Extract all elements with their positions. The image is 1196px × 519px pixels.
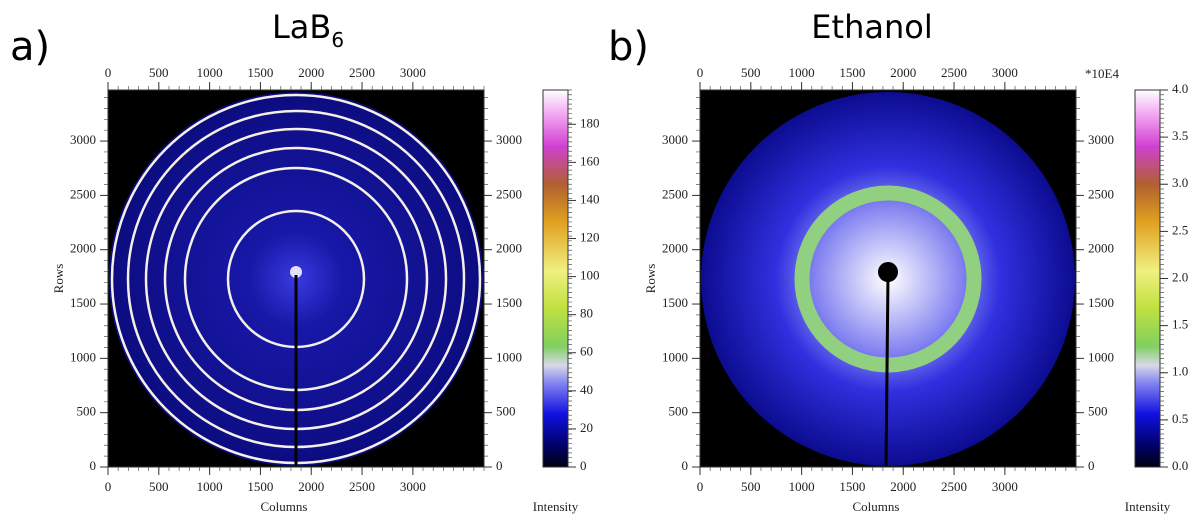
x-tick-label: 0 (697, 479, 704, 494)
y-tick-label-right: 0 (1088, 458, 1095, 473)
plot-frame (107, 89, 485, 468)
x-tick-label-top: 1000 (197, 65, 223, 80)
x-tick-label: 2000 (298, 479, 324, 494)
colorbar-label: Intensity (533, 499, 579, 514)
y-tick-label-right: 2500 (496, 186, 522, 201)
y-tick-label: 500 (77, 404, 97, 419)
x-tick-label: 1500 (839, 479, 865, 494)
x-tick-label-top: 1000 (789, 65, 815, 80)
image-a (108, 90, 484, 467)
x-tick-label: 3000 (992, 479, 1018, 494)
x-tick-label-top: 500 (149, 65, 169, 80)
colorbar-tick-label: 180 (580, 115, 600, 130)
y-tick-label: 2000 (70, 241, 96, 256)
y-tick-label: 2000 (662, 241, 688, 256)
y-tick-label: 0 (682, 458, 689, 473)
colorbar-tick-label: 40 (580, 382, 593, 397)
colorbar-tick-label: 0.0 (1172, 458, 1188, 473)
x-tick-label: 3000 (400, 479, 426, 494)
y-tick-label-right: 1500 (496, 295, 522, 310)
colorbar-tick-label: 1.0 (1172, 364, 1188, 379)
x-tick-label: 1000 (197, 479, 223, 494)
x-tick-label-top: 2500 (941, 65, 967, 80)
colorbar-tick-label: 3.5 (1172, 128, 1188, 143)
title-subscript: 6 (331, 28, 344, 52)
x-tick-label-top: 2500 (349, 65, 375, 80)
y-tick-label-right: 0 (496, 458, 503, 473)
y-tick-label-right: 1500 (1088, 295, 1114, 310)
colorbar-tick-label: 4.0 (1172, 81, 1188, 96)
x-tick-label-top: 3000 (992, 65, 1018, 80)
x-axis-label: Columns (853, 499, 900, 514)
colorbar-tick-label: 120 (580, 229, 600, 244)
title-text: Ethanol (811, 8, 932, 46)
x-tick-label: 2000 (890, 479, 916, 494)
panel-title: LaB6 (272, 8, 344, 52)
x-tick-label: 500 (149, 479, 169, 494)
x-tick-label-top: 2000 (890, 65, 916, 80)
x-tick-label-top: 1500 (839, 65, 865, 80)
y-tick-label: 1500 (662, 295, 688, 310)
y-tick-label-right: 1000 (496, 349, 522, 364)
colorbar-tick-label: 2.5 (1172, 222, 1188, 237)
panel-label: b) (608, 24, 649, 70)
y-tick-label-right: 2000 (1088, 241, 1114, 256)
x-tick-label-top: 3000 (400, 65, 426, 80)
y-tick-label-right: 3000 (496, 132, 522, 147)
y-tick-label-right: 2000 (496, 241, 522, 256)
y-tick-label: 1000 (662, 349, 688, 364)
colorbar-tick-label: 100 (580, 268, 600, 283)
colorbar-tick-label: 20 (580, 420, 593, 435)
x-tick-label: 500 (741, 479, 761, 494)
x-tick-label-top: 500 (741, 65, 761, 80)
x-tick-label-top: 0 (105, 65, 112, 80)
x-tick-label: 1500 (247, 479, 273, 494)
x-tick-label-top: 2000 (298, 65, 324, 80)
colorbar-multiplier: *10E4 (1085, 66, 1119, 81)
y-tick-label: 2500 (70, 186, 96, 201)
colorbar-tick-label: 3.0 (1172, 175, 1188, 190)
y-tick-label: 3000 (662, 132, 688, 147)
y-tick-label-right: 1000 (1088, 349, 1114, 364)
x-axis-label: Columns (261, 499, 308, 514)
panel-title: Ethanol (811, 8, 932, 46)
y-tick-label: 0 (90, 458, 97, 473)
y-tick-label-right: 500 (496, 404, 516, 419)
colorbar-tick-label: 1.5 (1172, 317, 1188, 332)
colorbar-tick-label: 60 (580, 344, 593, 359)
colorbar-tick-label: 160 (580, 153, 600, 168)
colorbar-label: Intensity (1125, 499, 1171, 514)
x-tick-label-top: 0 (697, 65, 704, 80)
title-text: LaB (272, 8, 331, 46)
colorbar (1134, 89, 1161, 468)
y-tick-label: 2500 (662, 186, 688, 201)
y-tick-label: 3000 (70, 132, 96, 147)
image-b (700, 90, 1076, 468)
y-tick-label-right: 2500 (1088, 186, 1114, 201)
colorbar-tick-label: 80 (580, 306, 593, 321)
colorbar-tick-label: 0.5 (1172, 411, 1188, 426)
colorbar-tick-label: 0 (580, 458, 587, 473)
x-tick-label-top: 1500 (247, 65, 273, 80)
colorbar-tick-label: 140 (580, 191, 600, 206)
y-tick-label: 500 (669, 404, 689, 419)
x-tick-label: 2500 (941, 479, 967, 494)
y-axis-label: Rows (51, 264, 66, 294)
panel-label: a) (10, 24, 50, 70)
x-tick-label: 0 (105, 479, 112, 494)
plot-frame (699, 89, 1077, 468)
x-tick-label: 1000 (789, 479, 815, 494)
colorbar-tick-label: 2.0 (1172, 269, 1188, 284)
y-axis-label: Rows (643, 264, 658, 294)
y-tick-label: 1000 (70, 349, 96, 364)
y-tick-label-right: 500 (1088, 404, 1108, 419)
x-tick-label: 2500 (349, 479, 375, 494)
colorbar (542, 89, 569, 468)
y-tick-label-right: 3000 (1088, 132, 1114, 147)
y-tick-label: 1500 (70, 295, 96, 310)
colorbar-minor-ticks (568, 89, 572, 468)
